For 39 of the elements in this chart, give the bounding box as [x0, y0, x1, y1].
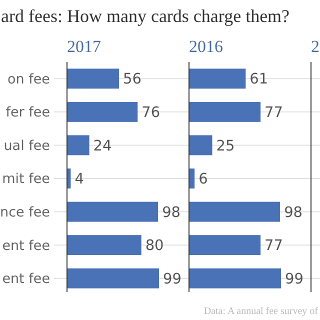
data-label: 98 [284, 204, 303, 221]
data-label: 99 [163, 271, 182, 288]
data-label: 77 [264, 238, 284, 254]
chart-subtitle: ard fees: How many cards charge them? [1, 6, 290, 26]
chart-title: 2017 [67, 37, 102, 56]
data-label: 56 [123, 72, 142, 88]
y-tick-label: nce fee [0, 204, 50, 221]
data-label: 4 [74, 172, 84, 188]
y-tick-label: ent fee [2, 238, 50, 254]
data-label: 24 [93, 138, 112, 154]
data-label: 61 [250, 72, 268, 88]
y-tick-label: on fee [8, 71, 50, 88]
data-label: 98 [162, 204, 181, 221]
y-tick-label: ent fee [2, 271, 50, 288]
y-tick-label: ual fee [4, 138, 50, 154]
bar [189, 102, 261, 122]
bar [189, 168, 195, 188]
text: 2 [311, 37, 320, 56]
data-label: 77 [264, 105, 284, 122]
data-label: 6 [198, 172, 208, 188]
bar [67, 235, 142, 256]
y-tick-label: fer fee [6, 104, 50, 121]
data-label: 99 [285, 271, 304, 288]
y-tick-label: mit fee [2, 171, 50, 188]
bar [189, 268, 281, 288]
bar [67, 268, 159, 288]
data-label: 25 [216, 138, 235, 154]
bar [67, 135, 90, 156]
bar [67, 102, 138, 122]
bar [189, 202, 280, 222]
chart-title: 2016 [189, 37, 223, 56]
data-label: 80 [145, 238, 164, 254]
bar [189, 135, 212, 156]
text: Data: A annual fee survey of [204, 306, 319, 317]
data-label: 76 [142, 105, 160, 122]
bar [189, 68, 246, 89]
bar [189, 235, 261, 256]
bar [67, 68, 120, 89]
bar [67, 202, 158, 222]
